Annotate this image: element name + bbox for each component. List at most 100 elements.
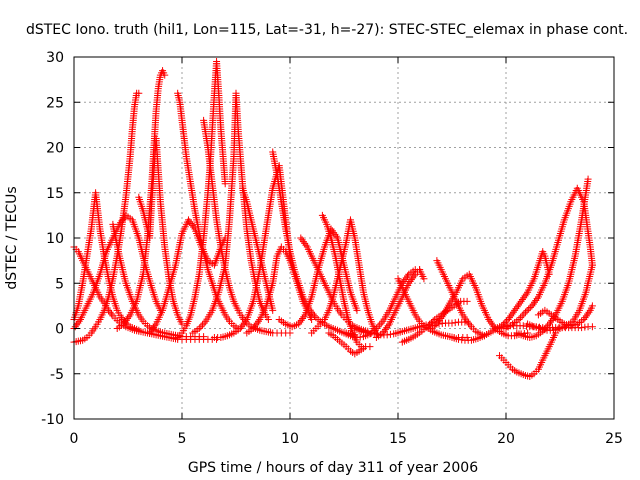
axis-layer: 0 5 10 15 20 25 -10 -5 0 5 10 15 20 25 30 — [41, 50, 623, 447]
data-point — [517, 297, 525, 305]
grid-layer — [74, 57, 614, 419]
data-point — [520, 294, 528, 302]
data-point — [200, 333, 208, 341]
data-point — [485, 315, 493, 323]
data-point — [298, 236, 306, 244]
series-19 — [318, 211, 374, 351]
data-point — [465, 319, 473, 327]
series-28 — [448, 322, 596, 344]
series-14 — [238, 184, 277, 314]
y-tick-label: 30 — [46, 50, 64, 66]
data-point — [125, 313, 133, 321]
series-18 — [308, 216, 380, 337]
data-point — [545, 320, 553, 328]
data-point — [504, 315, 512, 323]
data-point — [239, 321, 247, 329]
data-point — [489, 321, 497, 329]
data-point — [518, 296, 526, 304]
data-point — [74, 319, 82, 327]
data-point — [515, 301, 523, 309]
data-point — [505, 314, 513, 322]
data-point — [499, 320, 507, 328]
data-point — [379, 329, 387, 337]
data-point — [374, 323, 382, 331]
data-point — [252, 321, 260, 329]
data-point — [402, 274, 410, 282]
data-point — [107, 310, 115, 318]
data-point — [381, 325, 389, 333]
data-point — [161, 71, 169, 79]
data-layer — [70, 58, 596, 380]
data-point — [151, 322, 159, 330]
data-point — [509, 308, 517, 316]
data-point — [528, 302, 536, 310]
data-point — [507, 312, 515, 320]
data-point — [195, 325, 203, 332]
data-point — [146, 329, 154, 337]
data-point — [135, 326, 143, 334]
data-point — [525, 305, 533, 313]
data-point — [588, 302, 596, 310]
data-point — [269, 306, 277, 314]
data-point — [296, 318, 304, 326]
y-tick-label: 10 — [46, 231, 64, 247]
series-30 — [491, 248, 553, 332]
x-tick-label: 5 — [178, 431, 187, 447]
data-point — [520, 310, 528, 318]
y-axis-label: dSTEC / TECUs — [4, 186, 20, 289]
data-point — [531, 298, 539, 306]
data-point — [516, 299, 524, 307]
data-point — [486, 317, 494, 325]
y-tick-label: 15 — [46, 186, 64, 202]
data-point — [517, 314, 525, 322]
data-point — [301, 239, 309, 247]
data-point — [187, 220, 195, 228]
series-15 — [269, 148, 359, 339]
data-point — [437, 315, 445, 323]
data-point — [523, 307, 531, 315]
data-point — [544, 322, 552, 330]
data-point — [435, 316, 443, 324]
data-point — [240, 319, 248, 327]
x-tick-label: 0 — [70, 431, 79, 447]
data-point — [438, 313, 446, 321]
data-point — [199, 321, 207, 329]
series-32 — [513, 175, 592, 342]
data-point — [366, 343, 374, 351]
data-point — [433, 320, 441, 328]
y-tick-label: -5 — [50, 367, 64, 383]
data-point — [308, 315, 316, 323]
data-point — [511, 306, 519, 314]
data-point — [121, 318, 129, 326]
data-point — [501, 319, 509, 327]
data-point — [518, 312, 526, 320]
y-tick-label: 5 — [55, 276, 64, 292]
x-tick-label: 25 — [605, 431, 623, 447]
data-point — [533, 295, 541, 303]
series-26 — [426, 270, 532, 340]
data-point — [580, 315, 588, 323]
data-point — [384, 322, 392, 330]
data-point — [585, 308, 593, 316]
series-25 — [394, 275, 471, 342]
data-point — [581, 314, 589, 322]
data-point — [406, 277, 414, 285]
data-point — [186, 218, 194, 226]
data-point — [401, 276, 409, 284]
data-point — [249, 325, 257, 332]
data-point — [149, 324, 157, 332]
series-1 — [70, 189, 143, 334]
data-point — [242, 317, 250, 325]
data-point — [521, 292, 529, 300]
data-point — [380, 327, 388, 335]
data-point — [359, 344, 367, 352]
x-tick-label: 20 — [497, 431, 515, 447]
series-33 — [524, 261, 596, 334]
data-point — [409, 274, 417, 282]
data-point — [124, 315, 132, 323]
x-tick-label: 15 — [389, 431, 407, 447]
series-7 — [146, 216, 229, 337]
data-point — [264, 315, 272, 323]
data-point — [71, 323, 79, 331]
data-point — [513, 303, 521, 311]
